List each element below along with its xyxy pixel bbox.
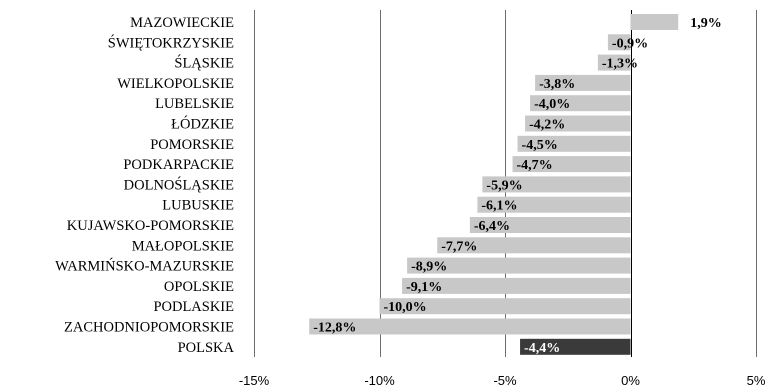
bar-pomorskie [517, 135, 631, 152]
category-label-dolnoslaskie: DOLNOŚLĄSKIE [124, 176, 235, 193]
category-label-pomorskie: POMORSKIE [150, 137, 234, 153]
bar-dolnoslaskie [482, 176, 631, 193]
bar-podkarpackie [512, 156, 631, 173]
category-label-polska: POLSKA [178, 340, 235, 356]
category-label-warminsko-mazurskie: WARMIŃSKO-MAZURSKIE [55, 258, 234, 275]
bar-lubuskie [477, 196, 631, 213]
category-label-swietokrzyskie: ŚWIĘTOKRZYSKIE [108, 34, 234, 51]
x-tick-label-minus-5: -5% [493, 373, 517, 388]
value-label-dolnoslaskie: -5,9% [486, 178, 522, 193]
value-label-opolskie: -9,1% [406, 280, 442, 295]
x-tick-label-5: 5% [747, 373, 765, 388]
value-label-lubelskie: -4,0% [534, 97, 570, 112]
category-label-wielkopolskie: WIELKOPOLSKIE [117, 76, 234, 92]
category-labels: MAZOWIECKIE ŚWIĘTOKRZYSKIE ŚLĄSKIE WIELKOPO… [55, 15, 234, 356]
bar-wielkopolskie [535, 74, 631, 91]
bar-podlaskie [379, 298, 631, 315]
bar-swietokrzyskie [607, 34, 631, 51]
value-label-slaskie: -1,3% [602, 57, 638, 72]
bar-warminsko-mazurskie [407, 257, 631, 274]
x-tick-label-minus-10: -10% [364, 373, 395, 388]
category-label-zachodniopomorskie: ZACHODNIOPOMORSKIE [64, 320, 234, 336]
value-label-lubuskie: -6,1% [481, 199, 517, 214]
x-tick-label-minus-15: -15% [239, 373, 270, 388]
category-label-podkarpackie: PODKARPACKIE [123, 157, 234, 173]
value-label-zachodniopomorskie: -12,8% [313, 321, 356, 336]
category-label-lubelskie: LUBELSKIE [155, 96, 234, 112]
bar-malopolskie [437, 237, 631, 254]
category-label-slaskie: ŚLĄSKIE [174, 55, 234, 72]
category-label-opolskie: OPOLSKIE [164, 279, 234, 295]
value-label-podkarpackie: -4,7% [517, 158, 553, 173]
x-axis-tick-labels: -15% -10% -5% 0% 5% [239, 373, 765, 388]
value-label-malopolskie: -7,7% [441, 239, 477, 254]
value-label-kujawsko-pomorskie: -6,4% [474, 219, 510, 234]
value-label-warminsko-mazurskie: -8,9% [411, 260, 447, 275]
value-label-mazowieckie: 1,9% [690, 16, 722, 31]
category-label-mazowieckie: MAZOWIECKIE [130, 15, 234, 31]
bar-zachodniopomorskie [309, 318, 631, 335]
bar-opolskie [402, 277, 631, 294]
value-label-pomorskie: -4,5% [522, 138, 558, 153]
value-label-polska: -4,4% [524, 341, 560, 356]
bar-mazowieckie [630, 14, 679, 30]
value-label-podlaskie: -10,0% [384, 300, 427, 315]
category-label-lubuskie: LUBUSKIE [162, 198, 234, 214]
category-label-lodzkie: ŁÓDZKIE [171, 116, 234, 133]
bar-kujawsko-pomorskie [469, 217, 631, 233]
category-label-kujawsko-pomorskie: KUJAWSKO-POMORSKIE [67, 218, 234, 234]
value-label-swietokrzyskie: -0,9% [612, 36, 648, 51]
value-label-lodzkie: -4,2% [529, 118, 565, 133]
category-label-malopolskie: MAŁOPOLSKIE [132, 238, 234, 254]
bar-lodzkie [525, 115, 631, 132]
bar-polska [520, 338, 631, 355]
bars [309, 14, 679, 355]
value-label-wielkopolskie: -3,8% [539, 77, 575, 92]
bar-slaskie [597, 54, 631, 71]
value-labels: 1,9% -0,9% -1,3% -3,8% -4,0% -4,2% -4,5% -4,7% -… [313, 16, 721, 356]
bar-lubelskie [530, 95, 631, 112]
x-tick-label-0: 0% [621, 373, 640, 388]
category-label-podlaskie: PODLASKIE [153, 299, 234, 315]
